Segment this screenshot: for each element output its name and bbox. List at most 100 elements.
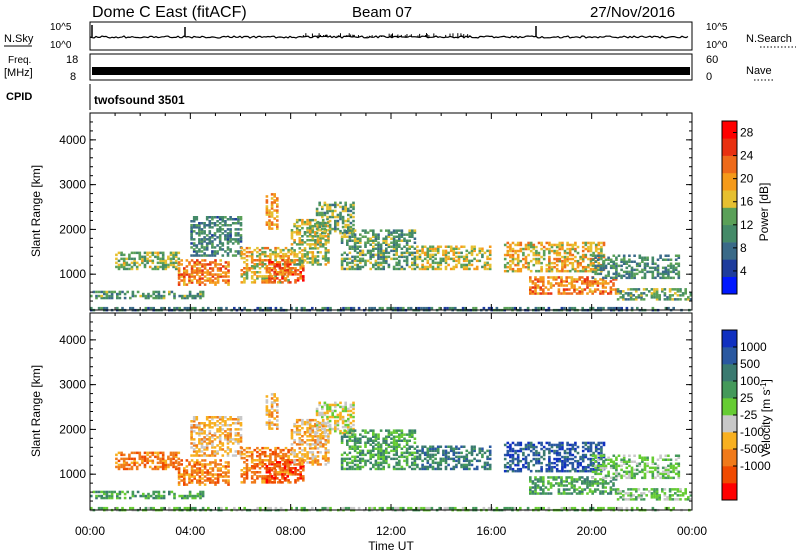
rti-cell — [615, 274, 618, 278]
rti-cell — [295, 443, 299, 446]
rti-cell — [535, 245, 538, 249]
rti-cell — [336, 423, 340, 427]
rti-cell — [152, 506, 155, 510]
rti-cell — [245, 473, 249, 476]
rti-cell — [250, 450, 254, 454]
rti-cell — [198, 432, 201, 435]
rti-cell — [190, 446, 193, 449]
rti-cell — [268, 223, 271, 226]
rti-cell — [548, 265, 551, 269]
rti-cell — [348, 265, 352, 269]
rti-cell — [256, 477, 259, 480]
rti-cell — [213, 452, 217, 455]
rti-cell — [542, 257, 546, 261]
rti-cell — [290, 451, 294, 454]
rti-cell — [156, 267, 160, 271]
rti-cell — [206, 271, 209, 274]
rti-cell — [265, 471, 269, 474]
rti-cell — [509, 455, 512, 459]
rti-cell — [263, 450, 267, 454]
rti-cell — [97, 494, 101, 498]
rti-cell — [130, 257, 134, 261]
rti-cell — [519, 247, 523, 251]
rti-cell — [372, 241, 375, 244]
rti-cell — [227, 475, 230, 478]
rti-cell — [273, 423, 276, 426]
rti-cell — [303, 459, 307, 462]
rti-cell — [237, 228, 240, 231]
rti-cell — [276, 481, 280, 484]
rti-cell — [486, 449, 489, 453]
rti-cell — [190, 220, 193, 223]
rti-cell — [356, 259, 359, 263]
rti-cell — [198, 240, 201, 243]
rti-cell — [596, 272, 600, 276]
rti-cell — [545, 269, 549, 273]
rti-cell — [396, 306, 400, 310]
colorbar-segment — [722, 259, 737, 277]
rti-cell — [344, 425, 347, 429]
rti-cell — [198, 430, 201, 433]
rti-cell — [612, 276, 616, 280]
rti-cell — [339, 401, 342, 405]
rti-cell — [161, 465, 165, 469]
rti-cell — [430, 306, 434, 310]
rti-cell — [248, 450, 251, 454]
rti-cell — [108, 490, 111, 494]
rti-cell — [324, 447, 328, 450]
rti-cell — [227, 481, 230, 484]
rti-cell — [573, 286, 576, 289]
rti-cell — [190, 436, 193, 439]
rti-cell — [190, 236, 193, 239]
rti-cell — [314, 422, 317, 426]
rti-cell — [105, 506, 109, 510]
rti-cell — [281, 459, 284, 462]
rti-cell — [314, 455, 317, 458]
rti-cell — [568, 251, 572, 255]
rti-cell — [439, 245, 443, 248]
rti-cell — [216, 424, 219, 427]
rti-cell — [273, 195, 276, 198]
rti-cell — [117, 459, 121, 463]
rti-cell — [283, 463, 287, 466]
rti-cell — [620, 276, 623, 280]
rti-cell — [408, 233, 411, 236]
rti-cell — [186, 294, 189, 298]
rti-cell — [392, 435, 396, 438]
rti-cell — [339, 213, 342, 217]
rti-cell — [155, 294, 158, 298]
rti-cell — [296, 259, 300, 262]
rti-cell — [336, 419, 340, 423]
rti-cell — [336, 215, 340, 219]
rti-cell — [566, 269, 569, 273]
rti-cell — [418, 249, 422, 253]
rti-cell — [282, 463, 285, 466]
rti-cell — [349, 209, 353, 213]
rti-cell — [442, 251, 445, 255]
rti-cell — [205, 242, 209, 245]
rti-cell — [442, 449, 445, 453]
rti-cell — [308, 239, 312, 242]
rti-cell — [382, 237, 385, 240]
rti-cell — [348, 445, 352, 448]
rti-cell — [287, 473, 290, 476]
rti-cell — [408, 247, 411, 250]
rti-cell — [218, 226, 222, 229]
rti-cell — [562, 290, 566, 293]
rti-cell — [276, 203, 279, 206]
freq-tick-bottom: 8 — [70, 71, 76, 83]
rti-cell — [341, 205, 345, 209]
rti-cell — [190, 442, 193, 445]
rti-cell — [90, 506, 93, 510]
rti-cell — [420, 306, 423, 310]
rti-cell — [636, 506, 639, 510]
rti-cell — [503, 257, 507, 261]
rti-cell — [542, 288, 545, 291]
rti-cell — [211, 250, 214, 253]
rti-cell — [387, 235, 391, 238]
rti-cell — [266, 254, 270, 258]
rti-cell — [243, 456, 246, 460]
rti-cell — [273, 209, 276, 212]
rti-cell — [141, 257, 144, 261]
rti-cell — [299, 465, 302, 468]
